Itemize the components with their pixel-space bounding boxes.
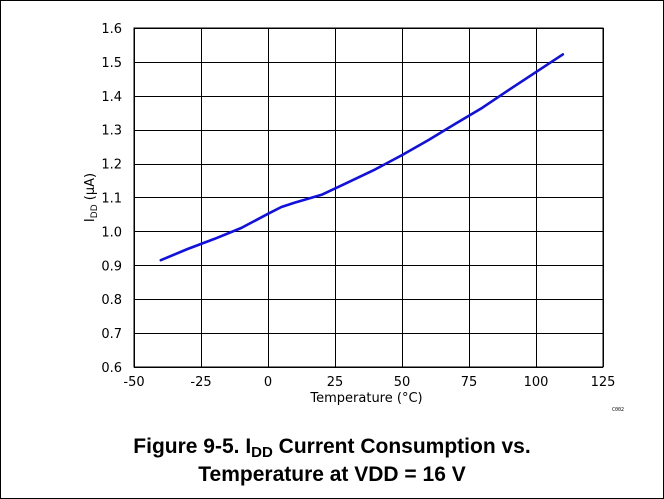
- y-tick-label: 0.9: [101, 259, 122, 274]
- y-tick-label: 1.6: [101, 22, 122, 37]
- x-tick-label: -50: [123, 375, 144, 390]
- x-tick-label: 0: [264, 375, 272, 390]
- y-tick-label: 0.7: [101, 327, 122, 342]
- x-tick-label: 25: [327, 375, 344, 390]
- y-tick-label: 1.2: [101, 158, 122, 173]
- corner-mark: C002: [612, 407, 624, 413]
- y-tick-label: 1.4: [101, 90, 122, 105]
- x-tick-label: 50: [394, 375, 411, 390]
- caption-subscript: DD: [251, 444, 273, 461]
- x-tick-label: 75: [461, 375, 478, 390]
- x-tick-label: 100: [524, 375, 549, 390]
- y-axis-label-main: I: [83, 218, 98, 222]
- x-tick-label: -25: [190, 375, 211, 390]
- grid-lines: [134, 28, 604, 368]
- line-chart: 0.6 0.7 0.8 0.9 1.0 1.1 1.2 1.3 1.4 1.5 1.6 -50 -25…: [83, 22, 624, 413]
- x-axis-label: Temperature (°C): [309, 391, 422, 406]
- y-tick-label: 1.3: [101, 124, 122, 139]
- y-tick-label: 0.6: [101, 361, 122, 376]
- figure-caption-line-1: Figure 9-5. IDD Current Consumption vs.: [0, 433, 664, 460]
- plot-area-border: [133, 27, 604, 368]
- figure-caption-line-2: Temperature at VDD = 16 V: [198, 463, 466, 486]
- x-tick-label: 125: [591, 375, 616, 390]
- y-tick-label: 1.1: [101, 192, 122, 207]
- y-tick-label: 0.8: [101, 293, 122, 308]
- y-tick-label: 1.5: [101, 56, 122, 71]
- y-axis-label-unit: (µA): [83, 173, 98, 204]
- y-axis-label-sub: DD: [90, 204, 100, 218]
- x-axis-ticks: -50 -25 0 25 50 75 100 125: [123, 375, 615, 390]
- caption-prefix: Figure 9-5. I: [133, 435, 252, 458]
- y-tick-label: 1.0: [101, 225, 122, 240]
- y-axis-ticks: 0.6 0.7 0.8 0.9 1.0 1.1 1.2 1.3 1.4 1.5 1.6: [101, 22, 122, 376]
- caption-line1-rest: Current Consumption vs.: [272, 435, 531, 458]
- y-axis-label: IDD (µA): [83, 173, 100, 222]
- series-line-0: [159, 53, 565, 262]
- series-layer: [159, 53, 565, 262]
